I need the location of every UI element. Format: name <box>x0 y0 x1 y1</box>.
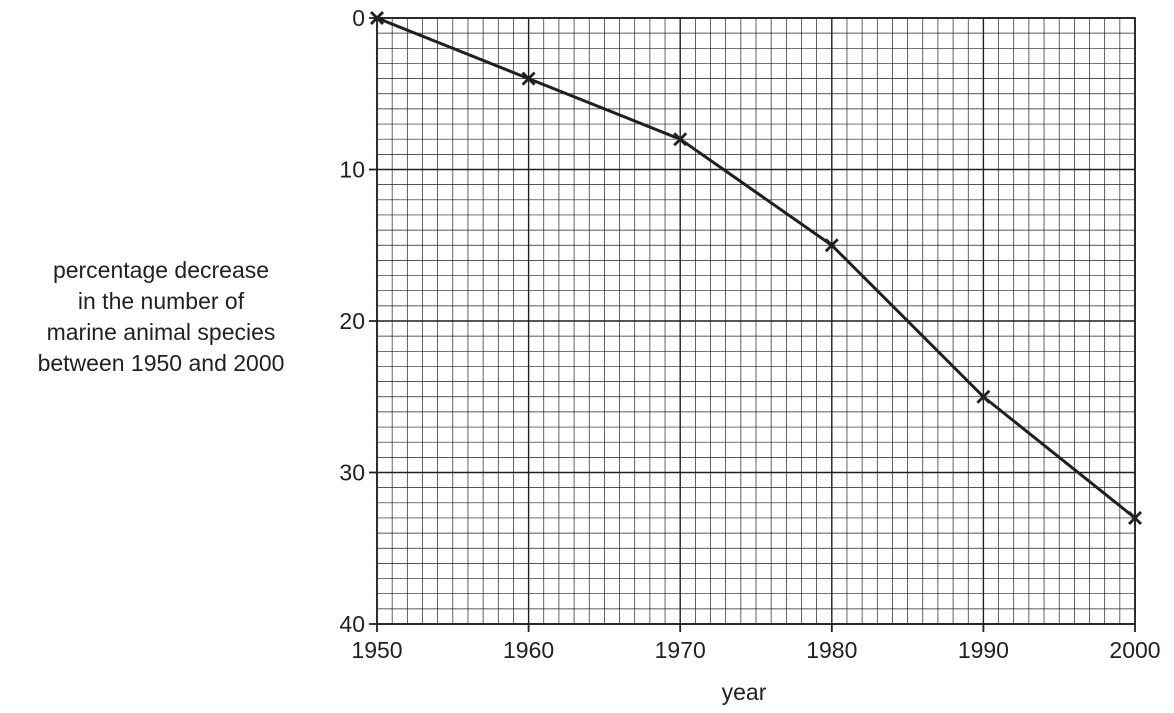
x-tick-label: 1990 <box>958 637 1009 663</box>
data-point-marker <box>976 389 991 404</box>
x-axis-label: year <box>721 679 767 705</box>
y-axis-label: percentage decrease in the number of mar… <box>0 255 322 379</box>
tick-marks <box>369 17 1136 632</box>
x-tick-label: 1970 <box>655 637 706 663</box>
marker-stroke <box>521 71 536 86</box>
x-tick-label: 1950 <box>351 637 402 663</box>
marker-stroke <box>976 389 991 404</box>
data-point-marker <box>673 132 688 147</box>
y-axis-label-line-4: between 1950 and 2000 <box>37 350 285 376</box>
data-point-marker <box>370 11 384 25</box>
y-tick-label: 10 <box>339 157 365 183</box>
marker-stroke <box>1128 510 1142 525</box>
data-point-marker <box>521 71 536 86</box>
y-axis-label-line-3: marine animal species <box>46 319 276 345</box>
y-tick-label: 30 <box>339 460 365 486</box>
series <box>370 11 1142 525</box>
y-axis-label-line-1: percentage decrease <box>52 257 270 283</box>
y-tick-label: 40 <box>339 611 365 637</box>
y-axis-label-line-2: in the number of <box>77 288 245 314</box>
data-point-marker <box>1128 510 1142 525</box>
series-line <box>376 16 1136 520</box>
marker-stroke <box>673 132 688 147</box>
marker-stroke <box>370 11 384 25</box>
y-tick-label: 0 <box>352 5 365 31</box>
x-tick-label: 1980 <box>806 637 857 663</box>
marker-stroke <box>824 238 839 253</box>
y-tick-label: 20 <box>339 308 365 334</box>
x-tick-label: 2000 <box>1109 637 1160 663</box>
data-point-marker <box>824 238 839 253</box>
x-tick-label: 1960 <box>503 637 554 663</box>
